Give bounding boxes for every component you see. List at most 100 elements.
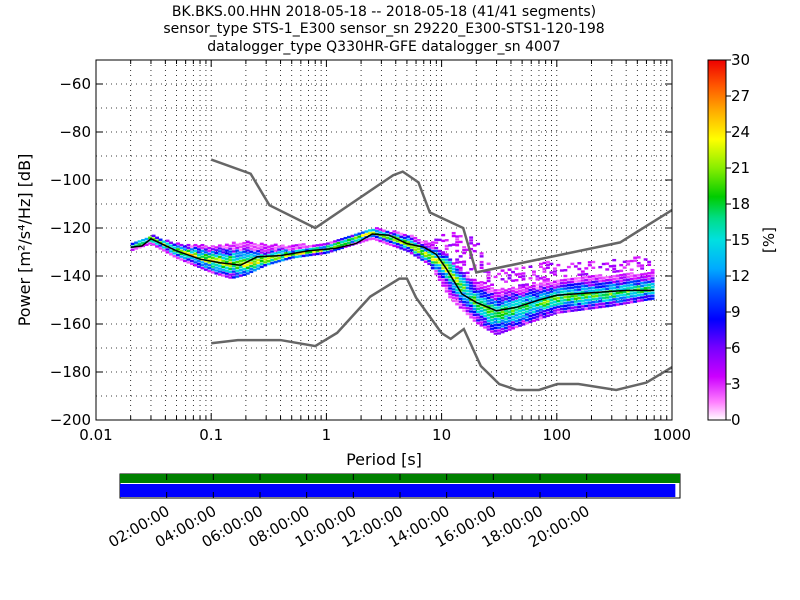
heatmap-cell-outlier <box>444 244 449 248</box>
heatmap-cell <box>479 324 484 327</box>
heatmap-cell <box>252 254 257 258</box>
heatmap-cell <box>584 284 589 288</box>
heatmap-cell <box>500 322 505 325</box>
heatmap-cell <box>444 281 449 284</box>
heatmap-cell <box>409 246 414 249</box>
colorbar-tick-label: 12 <box>731 267 750 285</box>
heatmap-cell <box>472 313 477 317</box>
heatmap-cell <box>552 283 557 286</box>
heatmap-cell <box>633 291 638 295</box>
heatmap-cell <box>615 280 620 283</box>
heatmap-cell-outlier <box>570 262 575 266</box>
heatmap-cell <box>518 312 522 316</box>
heatmap-cell <box>235 246 240 249</box>
timeline-data-coverage <box>120 484 676 497</box>
heatmap-cell <box>210 251 215 254</box>
heatmap-cell <box>242 244 247 248</box>
heatmap-cell <box>312 250 317 253</box>
heatmap-cell <box>465 292 470 296</box>
heatmap-cell <box>231 241 236 245</box>
heatmap-cell <box>207 255 212 258</box>
heatmap-cell-outlier <box>507 268 512 271</box>
heatmap-cell <box>483 323 488 326</box>
heatmap-cell <box>179 255 184 258</box>
heatmap-cell <box>451 285 456 288</box>
heatmap-cell-outlier <box>598 265 603 269</box>
heatmap-cell <box>518 292 522 296</box>
heatmap-cell-outlier <box>458 266 463 270</box>
colorbar-tick-label: 0 <box>731 411 741 429</box>
heatmap-cell <box>619 273 624 277</box>
heatmap-cell <box>636 294 641 297</box>
heatmap-cell <box>231 256 236 259</box>
heatmap-cell <box>224 272 229 275</box>
heatmap-cell <box>472 293 477 296</box>
heatmap-cell-outlier <box>612 264 617 268</box>
heatmap-cell <box>249 267 254 271</box>
heatmap-cell <box>427 262 432 266</box>
heatmap-cell <box>573 297 578 300</box>
heatmap-cell <box>587 287 592 290</box>
heatmap-cell <box>444 275 449 279</box>
heatmap-cell <box>570 295 575 298</box>
heatmap-cell <box>134 247 139 250</box>
heatmap-cell-outlier <box>612 270 617 273</box>
colorbar-tick-label: 21 <box>731 159 750 177</box>
heatmap-cell <box>598 277 603 280</box>
heatmap-cell-outlier <box>472 249 477 253</box>
heatmap-cell <box>636 276 641 280</box>
heatmap-cell <box>549 310 554 313</box>
heatmap-cell <box>532 293 536 296</box>
heatmap-cell <box>392 241 397 245</box>
heatmap-cell <box>245 252 250 255</box>
heatmap-cell <box>207 252 212 256</box>
heatmap-cell <box>238 265 243 269</box>
colorbar-tick-label: 3 <box>731 375 741 393</box>
heatmap-cell <box>619 302 624 306</box>
heatmap-cell-outlier <box>500 278 505 281</box>
heatmap-cell <box>612 286 617 290</box>
heatmap-cell <box>176 256 180 260</box>
heatmap-cell <box>580 296 585 300</box>
heatmap-cell <box>270 244 275 247</box>
heatmap-cell <box>322 243 327 246</box>
heatmap-cell <box>354 233 358 237</box>
heatmap-cell <box>193 261 198 264</box>
heatmap-cell <box>559 308 564 311</box>
heatmap-cell <box>545 280 550 283</box>
heatmap-cell <box>137 246 142 249</box>
heatmap-cell <box>476 281 481 285</box>
heatmap-cell <box>284 252 289 255</box>
heatmap-cell <box>451 265 456 268</box>
heatmap-cell <box>486 290 491 294</box>
heatmap-cell <box>483 320 488 323</box>
heatmap-cell <box>497 323 501 327</box>
heatmap-cell <box>619 276 624 280</box>
heatmap-cell <box>587 281 592 284</box>
heatmap-cell <box>190 251 194 254</box>
heatmap-cell <box>371 237 376 240</box>
heatmap-cell <box>511 321 515 324</box>
heatmap-cell <box>430 258 435 261</box>
heatmap-cell <box>231 253 236 256</box>
heatmap-cell-outlier <box>601 262 606 266</box>
heatmap-cell <box>203 245 208 248</box>
heatmap-cell <box>493 312 498 315</box>
heatmap-cell <box>228 267 233 271</box>
heatmap-cell <box>552 300 557 304</box>
heatmap-cell <box>528 309 533 312</box>
heatmap-cell <box>263 252 268 255</box>
heatmap-cell <box>224 243 229 247</box>
heatmap-cell <box>347 235 351 239</box>
heatmap-cell <box>423 249 428 252</box>
heatmap-cell-outlier <box>521 283 526 287</box>
heatmap-cell <box>427 259 432 263</box>
heatmap-cell <box>518 289 522 293</box>
heatmap-cell <box>176 248 180 251</box>
heatmap-cell <box>458 297 463 301</box>
heatmap-cell-outlier <box>521 272 526 275</box>
heatmap-cell <box>542 281 547 284</box>
heatmap-cell-outlier <box>615 270 620 273</box>
heatmap-cell <box>587 304 592 307</box>
heatmap-cell <box>650 285 655 289</box>
